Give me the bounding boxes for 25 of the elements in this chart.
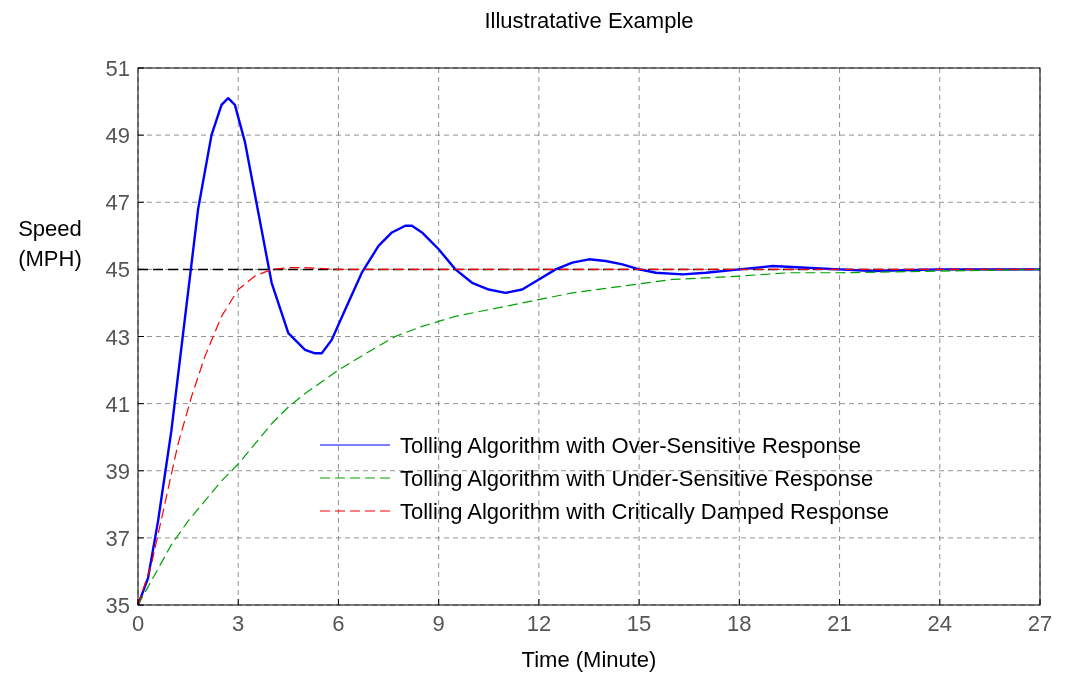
x-tick-label: 9 xyxy=(432,611,445,636)
y-tick-label: 41 xyxy=(105,391,130,417)
x-tick-label: 21 xyxy=(827,611,852,636)
y-tick-label: 51 xyxy=(105,56,130,81)
y-tick-label: 43 xyxy=(105,324,130,350)
legend-label: Tolling Algorithm with Over-Sensitive Response xyxy=(400,433,861,458)
legend-label: Tolling Algorithm with Critically Damped Response xyxy=(400,499,890,524)
y-tick-label: 49 xyxy=(105,123,130,149)
y-tick-label: 39 xyxy=(105,458,130,484)
legend-label: Tolling Algorithm with Under-Sensitive Response xyxy=(400,466,874,491)
x-tick-label: 0 xyxy=(131,611,145,636)
y-tick-label: 45 xyxy=(105,257,130,283)
y-tick-label: 47 xyxy=(105,190,130,216)
y-axis-title: Speed (MPH) xyxy=(18,216,82,271)
x-tick-label: 24 xyxy=(927,611,953,636)
y-tick-label: 37 xyxy=(105,525,130,551)
y-tick-label: 35 xyxy=(105,593,130,618)
x-axis-title: Time (Minute) xyxy=(521,647,657,672)
x-tick-label: 18 xyxy=(727,611,752,636)
x-tick-label: 12 xyxy=(526,611,552,636)
x-tick-label: 3 xyxy=(232,611,245,636)
x-tick-label: 27 xyxy=(1027,611,1053,636)
x-tick-label: 6 xyxy=(332,611,345,636)
chart-title: Illustratative Example xyxy=(484,8,694,33)
x-tick-label: 15 xyxy=(626,611,652,636)
